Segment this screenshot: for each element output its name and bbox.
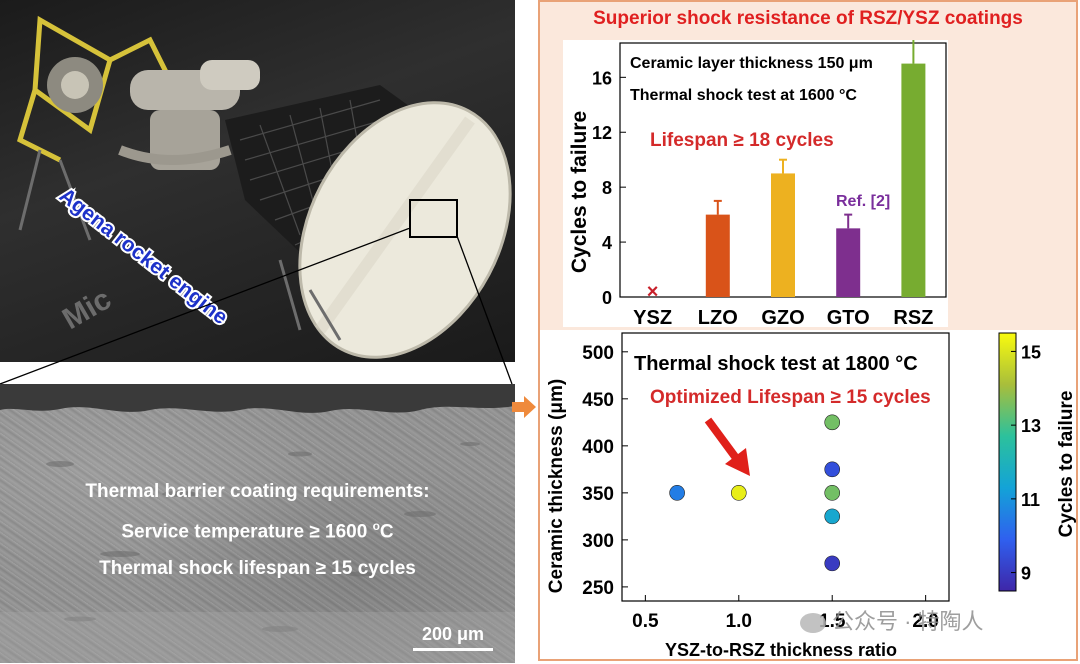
engine-stand: [18, 149, 342, 341]
colorbar: [998, 332, 1017, 592]
scatter-ylabel: Ceramic thickness (μm): [546, 379, 567, 593]
wechat-watermark-text: 公众号 · 特陶人: [832, 609, 984, 634]
sem-micrograph: Thermal barrier coating requirements: Se…: [0, 384, 515, 663]
rocket-engine-photo: Agena rocket engine Mic: [0, 0, 515, 362]
orange-arrow-icon: [512, 396, 536, 418]
service-temperature-unit: C: [379, 521, 394, 543]
zoom-line-left: [0, 228, 411, 385]
scatter-xtick-label: 0.5: [632, 611, 659, 632]
scatter-ytick-label: 400: [582, 437, 614, 458]
service-temperature-line: Service temperature ≥ 1600 oC: [0, 519, 515, 543]
degree-superscript: o: [372, 519, 380, 533]
turbopump-assembly: [47, 57, 260, 170]
thermal-shock-lifespan-line: Thermal shock lifespan ≥ 15 cycles: [99, 558, 416, 579]
service-temperature-text: Service temperature ≥ 1600: [121, 521, 373, 543]
bar-category-label: YSZ: [633, 307, 672, 327]
panel-title: Superior shock resistance of RSZ/YSZ coa…: [593, 8, 1023, 29]
scatter-plot-frame: [621, 332, 950, 602]
scale-bar-label: 200 μm: [421, 624, 485, 644]
bar-ytick-label: 12: [592, 123, 612, 143]
bar-category-label: LZO: [698, 307, 738, 327]
zoom-line-right: [456, 235, 513, 385]
scatter-ytick-label: 350: [582, 484, 614, 505]
scatter-ytick-label: 500: [582, 343, 614, 364]
scatter-ytick-label: 300: [582, 531, 614, 552]
zoom-connector-lines: [0, 228, 513, 385]
bar-ytick-label: 0: [602, 288, 612, 308]
scatter-point: [824, 485, 841, 501]
bar-annotation-thickness: Ceramic layer thickness 150 μm: [630, 55, 873, 72]
bar-ytick-label: 4: [602, 233, 612, 253]
engine-mount-frame: [17, 15, 173, 163]
bar-chart-ylabel: Cycles to failure: [568, 111, 591, 273]
bar-chart-area: Cycles to failure 0 4 8 12 16 YSZ LZO GZO GTO RSZ…: [563, 35, 948, 329]
colorbar-tick-label: 11: [1021, 490, 1040, 510]
scatter-point: [669, 485, 685, 501]
bar-annotation-lifespan: Lifespan ≥ 18 cycles: [650, 130, 834, 151]
bar-category-label: GZO: [761, 307, 804, 327]
colorbar-tick-label: 9: [1021, 564, 1031, 584]
red-arrow-icon: [704, 417, 750, 476]
micrograph-texture: [0, 384, 515, 663]
scatter-chart: Ceramic thickness (μm) YSZ-to-RSZ thickn…: [546, 332, 1077, 660]
colorbar-tick-label: 15: [1021, 342, 1041, 362]
bar-ytick-label: 16: [592, 68, 612, 88]
wechat-logo-icon: [800, 613, 826, 634]
colorbar-label: Cycles to failure: [1056, 391, 1076, 538]
bar-annotation-test-temp: Thermal shock test at 1600 °C: [630, 87, 857, 104]
scatter-point: [824, 508, 841, 525]
bar-chart: Cycles to failure 0 4 8 12 16 YSZ LZO GZO GTO RSZ…: [568, 35, 947, 329]
requirements-heading: Thermal barrier coating requirements:: [85, 481, 430, 502]
bar: [901, 63, 926, 297]
bar-category-label: GTO: [827, 307, 870, 327]
failed-marker-icon: ×: [647, 281, 659, 303]
scatter-annotation-title: Thermal shock test at 1800 °C: [634, 353, 918, 375]
scatter-ytick-label: 450: [582, 390, 614, 411]
inspection-region-box: [409, 199, 458, 238]
bar-ytick-label: 8: [602, 178, 612, 198]
scatter-point: [824, 555, 841, 572]
scatter-point: [730, 485, 747, 501]
scatter-point: [824, 414, 841, 431]
scatter-chart-area: Ceramic thickness (μm) YSZ-to-RSZ thickn…: [540, 330, 1077, 660]
wechat-watermark: 公众号 · 特陶人: [800, 604, 984, 636]
scatter-xtick-label: 1.5: [819, 611, 846, 632]
scatter-annotation-optimized: Optimized Lifespan ≥ 15 cycles: [650, 387, 931, 408]
scatter-ytick-label: 250: [582, 578, 614, 599]
scatter-point: [824, 461, 841, 478]
bar-annotation-ref: Ref. [2]: [836, 193, 890, 210]
scatter-xtick-label: 2.0: [912, 611, 938, 632]
bar: [836, 228, 861, 297]
scale-bar: 200 μm: [409, 624, 497, 654]
bar: [705, 214, 730, 297]
scatter-xtick-label: 1.0: [726, 611, 752, 632]
colorbar-tick-label: 13: [1021, 416, 1041, 436]
scale-bar-line: [413, 648, 493, 651]
bar: [771, 173, 795, 297]
scatter-xlabel: YSZ-to-RSZ thickness ratio: [665, 640, 897, 659]
bar-category-label: RSZ: [893, 307, 933, 327]
